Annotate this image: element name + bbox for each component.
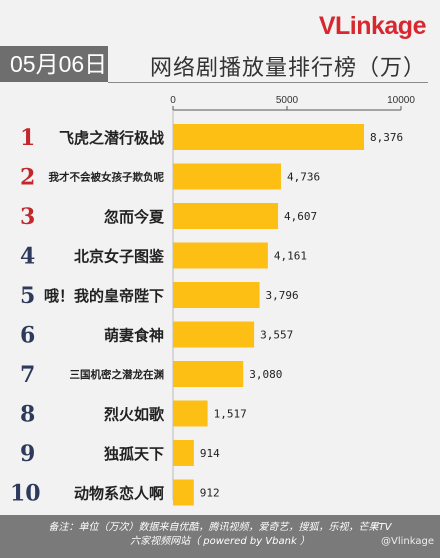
category-label: 独孤天下 [104,445,164,463]
category-label: 哦！我的皇帝陛下 [44,287,164,305]
category-label: 三国机密之潜龙在渊 [70,368,165,381]
category-label: 飞虎之潜行极战 [59,129,164,147]
category-label: 忽而今夏 [104,208,165,226]
value-label: 912 [200,487,220,500]
bar [173,242,268,269]
value-label: 914 [200,447,220,460]
rank-number: 5 [20,283,35,309]
category-label: 烈火如歌 [104,406,165,424]
category-label: 动物系恋人啊 [74,485,164,503]
x-tick-label: 0 [170,95,176,106]
bar [173,203,279,229]
rank-number: 6 [20,323,35,349]
rank-number: 7 [20,362,35,388]
value-label: 1,517 [214,408,247,421]
value-label: 4,607 [284,210,317,223]
bar [173,440,194,466]
bar [173,163,281,190]
bar-chart: 0 5000 10000 1 飞虎之潜行极战 8,376 2 我才不会被女孩子欺负呢 4,736… [10,95,415,507]
category-label: 我才不会被女孩子欺负呢 [49,171,165,184]
value-label: 4,161 [274,250,307,263]
value-label: 4,736 [287,171,320,184]
chart-title: 网络剧播放量排行榜（万） [150,56,427,81]
logo-text: Linkage [335,12,426,40]
footer-line-2: 六家视频网站（ powered by Vbank ） [130,536,310,547]
bar [173,321,255,348]
footer-line-1: 备注：单位（万次）数据来自优酷，腾讯视频，爱奇艺，搜狐，乐视，芒果TV [48,522,392,533]
rank-number: 2 [20,165,35,191]
value-label: 3,557 [260,329,293,342]
rank-number: 8 [20,402,35,428]
vlinkage-logo: VLinkage [318,12,427,41]
bar [173,282,260,308]
weibo-watermark: @Vlinkage [381,536,434,547]
category-label: 北京女子图鉴 [74,248,165,266]
rank-number: 4 [20,244,35,270]
x-tick-label: 5000 [276,95,299,106]
date-badge: 05月06日 [0,46,108,82]
category-label: 萌妻食神 [104,327,164,345]
bar [173,400,208,427]
value-label: 8,376 [370,131,403,144]
bar [173,361,244,387]
rank-number: 10 [10,481,41,507]
value-label: 3,796 [266,289,299,302]
bar [173,124,364,150]
x-tick-label: 10000 [387,95,415,106]
rank-number: 3 [20,204,35,230]
value-label: 3,080 [249,368,282,381]
bar [173,479,194,506]
rank-number: 1 [20,125,35,151]
title-underline [108,82,428,83]
footer-note: 备注：单位（万次）数据来自优酷，腾讯视频，爱奇艺，搜狐，乐视，芒果TV 六家视频… [0,515,440,558]
logo-letter-v: V [318,12,336,40]
rank-number: 9 [20,441,35,467]
header-strip [0,0,440,42]
